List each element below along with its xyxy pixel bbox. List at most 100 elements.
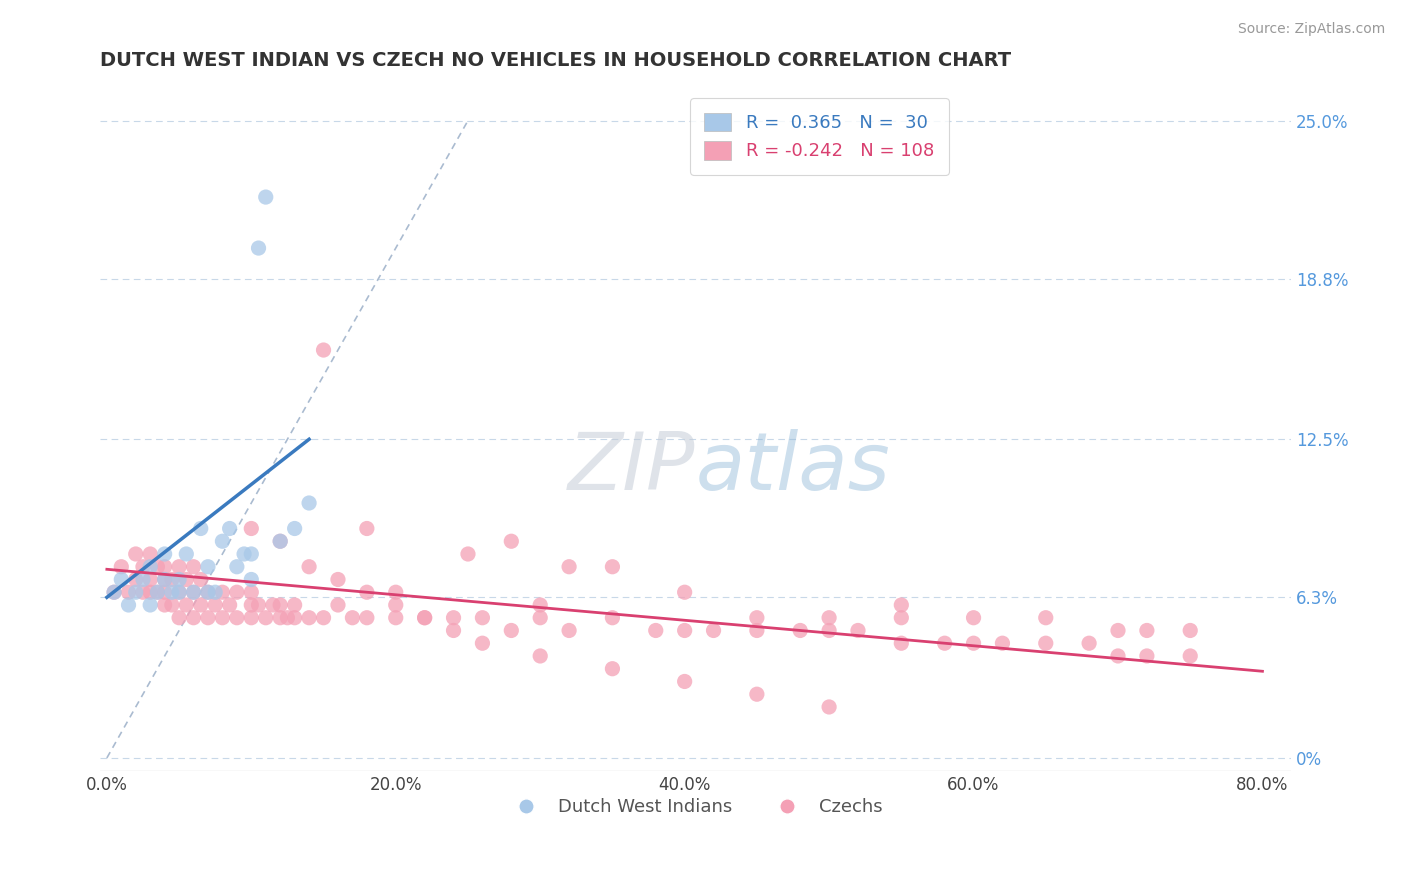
Point: [197, 585, 219, 599]
Point: [326, 573, 349, 587]
Point: [962, 611, 984, 625]
Point: [139, 585, 162, 599]
Point: [103, 585, 125, 599]
Point: [934, 636, 956, 650]
Point: [183, 559, 205, 574]
Point: [890, 598, 912, 612]
Point: [211, 534, 233, 549]
Point: [443, 624, 465, 638]
Point: [991, 636, 1014, 650]
Point: [384, 598, 406, 612]
Point: [153, 547, 176, 561]
Point: [602, 662, 624, 676]
Point: [1035, 636, 1057, 650]
Point: [284, 611, 307, 625]
Text: atlas: atlas: [696, 429, 890, 507]
Point: [240, 547, 263, 561]
Point: [1180, 648, 1202, 663]
Point: [176, 573, 198, 587]
Point: [457, 547, 479, 561]
Point: [160, 573, 183, 587]
Point: [745, 611, 768, 625]
Point: [103, 585, 125, 599]
Legend: Dutch West Indians, Czechs: Dutch West Indians, Czechs: [501, 791, 890, 823]
Point: [269, 611, 291, 625]
Point: [471, 636, 494, 650]
Point: [254, 190, 277, 204]
Text: Source: ZipAtlas.com: Source: ZipAtlas.com: [1237, 22, 1385, 37]
Point: [818, 624, 841, 638]
Point: [745, 687, 768, 701]
Point: [501, 624, 523, 638]
Point: [132, 573, 155, 587]
Point: [240, 598, 263, 612]
Point: [153, 598, 176, 612]
Point: [204, 598, 226, 612]
Point: [602, 559, 624, 574]
Point: [125, 547, 148, 561]
Point: [218, 598, 240, 612]
Point: [529, 611, 551, 625]
Point: [190, 573, 212, 587]
Point: [890, 636, 912, 650]
Point: [673, 624, 696, 638]
Point: [139, 598, 162, 612]
Point: [413, 611, 436, 625]
Point: [269, 534, 291, 549]
Point: [471, 611, 494, 625]
Point: [146, 585, 169, 599]
Point: [529, 648, 551, 663]
Point: [818, 700, 841, 714]
Point: [443, 611, 465, 625]
Point: [384, 611, 406, 625]
Point: [312, 343, 335, 357]
Point: [110, 573, 132, 587]
Point: [240, 585, 263, 599]
Point: [183, 585, 205, 599]
Point: [326, 598, 349, 612]
Point: [167, 585, 190, 599]
Point: [702, 624, 724, 638]
Text: DUTCH WEST INDIAN VS CZECH NO VEHICLES IN HOUSEHOLD CORRELATION CHART: DUTCH WEST INDIAN VS CZECH NO VEHICLES I…: [100, 51, 1011, 70]
Point: [160, 585, 183, 599]
Point: [284, 598, 307, 612]
Point: [890, 611, 912, 625]
Point: [298, 611, 321, 625]
Point: [240, 573, 263, 587]
Point: [153, 573, 176, 587]
Point: [167, 573, 190, 587]
Point: [176, 598, 198, 612]
Point: [413, 611, 436, 625]
Point: [167, 611, 190, 625]
Point: [254, 611, 277, 625]
Point: [211, 611, 233, 625]
Point: [160, 598, 183, 612]
Point: [125, 573, 148, 587]
Point: [117, 585, 139, 599]
Point: [276, 611, 298, 625]
Point: [240, 611, 263, 625]
Point: [342, 611, 364, 625]
Point: [204, 585, 226, 599]
Point: [269, 534, 291, 549]
Point: [962, 636, 984, 650]
Point: [1107, 624, 1129, 638]
Point: [558, 624, 581, 638]
Point: [139, 547, 162, 561]
Point: [197, 611, 219, 625]
Point: [176, 547, 198, 561]
Point: [153, 559, 176, 574]
Point: [139, 573, 162, 587]
Point: [117, 598, 139, 612]
Point: [558, 559, 581, 574]
Text: ZIP: ZIP: [568, 429, 696, 507]
Point: [312, 611, 335, 625]
Point: [183, 585, 205, 599]
Point: [190, 521, 212, 535]
Point: [153, 585, 176, 599]
Point: [1035, 611, 1057, 625]
Point: [298, 496, 321, 510]
Point: [1136, 624, 1159, 638]
Point: [384, 585, 406, 599]
Point: [139, 559, 162, 574]
